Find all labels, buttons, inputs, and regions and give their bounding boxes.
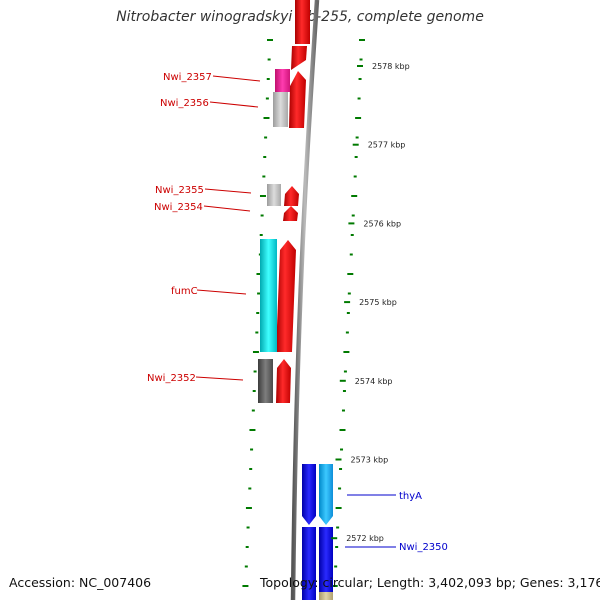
cog-block-nwi2357 [275,69,290,92]
scale-label: 2576 kbp [363,219,401,228]
gene-label[interactable]: Nwi_2357 [163,72,212,83]
gene-label[interactable]: Nwi_2356 [160,98,209,109]
reverse-strand-track [302,464,333,600]
cog-category-track [258,69,290,403]
cds-reverse-thya-cog [319,464,333,525]
scale-label: 2577 kbp [368,141,406,150]
gene-label-leader-line [196,289,247,295]
cog-block-fumc [260,239,277,352]
cds-reverse-thya [302,464,316,525]
scale-label: 2578 kbp [372,62,410,71]
cds-forward-nwi2354 [283,206,298,221]
scale-label: 2573 kbp [351,456,389,465]
cds-forward-top [295,0,310,44]
gene-label[interactable]: Nwi_2354 [154,202,203,213]
gene-label-leader-line [195,376,244,381]
gene-label-leader-line [204,188,252,194]
gene-label[interactable]: Nwi_2355 [155,185,204,196]
gene-label-leader-line [203,205,251,212]
scale-label: 2575 kbp [359,298,397,307]
cog-block-nwi2356 [273,92,288,127]
accession-text: Accession: NC_007406 [9,575,152,590]
gene-label[interactable]: thyA [399,491,422,502]
cog-block-nwi2355 [267,184,281,206]
gene-label[interactable]: Nwi_2350 [399,542,448,553]
gene-label[interactable]: Nwi_2352 [147,373,196,384]
scale-label: 2572 kbp [346,534,384,543]
scale-label: 2574 kbp [355,377,393,386]
cds-forward-nwi2352 [276,359,291,403]
cds-forward-fumc [276,240,296,352]
kbp-scale: 2578 kbp 2577 kbp 2576 kbp 2575 kbp 2574 kbp… [331,62,410,543]
gene-label-leader-line [209,101,259,108]
cds-forward-nwi2356 [289,71,306,128]
cds-forward-nwi2355 [284,186,299,206]
gene-labels: Nwi_2357 Nwi_2356 Nwi_2355 Nwi_2354 fumC Nwi_… [147,72,448,553]
gene-label-leader-line [212,75,261,82]
genome-backbone [290,0,320,600]
cog-block-nwi2352 [258,359,273,403]
forward-strand-track [276,0,310,403]
genome-summary-text: Topology: circular; Length: 3,402,093 bp… [260,575,600,590]
cds-forward-nwi2357-2356 [291,46,307,70]
cds-reverse-tan-strip [319,592,333,600]
gene-label[interactable]: fumC [171,286,198,297]
right-tick-rail [331,39,365,587]
cds-reverse-nwi2350 [302,527,316,600]
cds-reverse-nwi2350-cog [319,527,333,600]
